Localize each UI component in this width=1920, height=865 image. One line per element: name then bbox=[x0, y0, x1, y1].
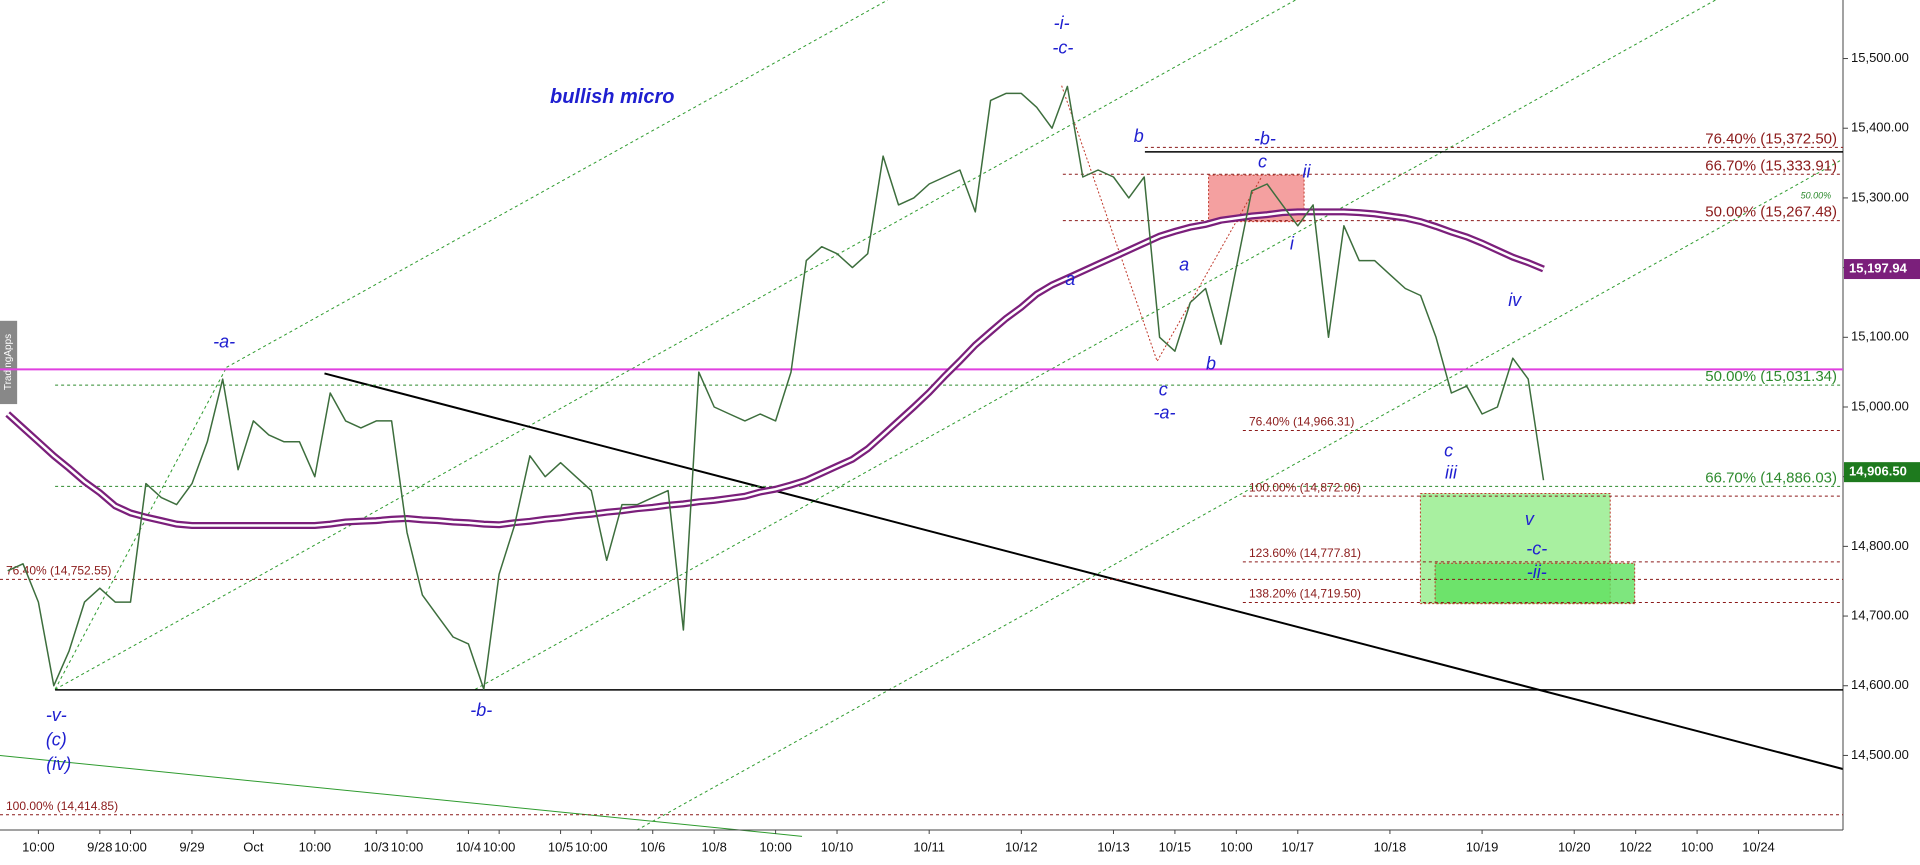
x-tick-label: 10/11 bbox=[913, 839, 945, 854]
x-tick-label: 10/5 bbox=[548, 839, 573, 854]
x-tick-label: 10/13 bbox=[1097, 839, 1130, 854]
y-tick-label: 14,700.00 bbox=[1851, 607, 1909, 622]
x-tick-label: 10/18 bbox=[1374, 839, 1407, 854]
watermark: TradingApps bbox=[3, 334, 14, 390]
wave-label: c bbox=[1159, 379, 1168, 399]
wave-label: -a- bbox=[213, 332, 235, 352]
fib-label: 123.60% (14,777.81) bbox=[1249, 546, 1361, 560]
x-tick-label: 10/22 bbox=[1619, 839, 1652, 854]
wave-label: -b- bbox=[470, 700, 492, 720]
x-tick-label: 10:00 bbox=[114, 839, 147, 854]
fib-label: 66.70% (14,886.03) bbox=[1705, 469, 1837, 486]
trend-line bbox=[324, 373, 1842, 769]
x-tick-label: 10:00 bbox=[391, 839, 424, 854]
y-tick-label: 14,600.00 bbox=[1851, 677, 1909, 692]
price-marker-label: 14,906.50 bbox=[1849, 464, 1907, 479]
x-tick-label: 10/20 bbox=[1558, 839, 1591, 854]
price-line bbox=[7, 85, 1545, 690]
wave-label: -c- bbox=[1526, 539, 1547, 559]
wave-label: c bbox=[1258, 152, 1267, 172]
x-tick-label: 10:00 bbox=[299, 839, 332, 854]
wave-label: iv bbox=[1508, 290, 1522, 310]
x-tick-label: 9/28 bbox=[87, 839, 112, 854]
wave-label: bullish micro bbox=[550, 86, 674, 108]
wave-label: iii bbox=[1445, 463, 1458, 483]
wave-label: -b- bbox=[1254, 128, 1276, 148]
wave-label: -v- bbox=[46, 705, 67, 725]
fib-label: 50.00% (15,267.48) bbox=[1705, 204, 1837, 221]
wave-label: -a- bbox=[1153, 403, 1175, 423]
fib-label: 76.40% (15,372.50) bbox=[1705, 130, 1837, 147]
wave-label: v bbox=[1525, 509, 1535, 529]
trend-line bbox=[0, 756, 802, 837]
fib-label: 76.40% (14,752.55) bbox=[6, 564, 111, 578]
wave-label: b bbox=[1206, 354, 1216, 374]
price-marker bbox=[1844, 462, 1920, 483]
y-tick-label: 15,500.00 bbox=[1851, 50, 1909, 65]
x-tick-label: 10:00 bbox=[22, 839, 55, 854]
x-tick-label: 10/12 bbox=[1005, 839, 1038, 854]
x-tick-label: 10:00 bbox=[483, 839, 516, 854]
wave-label: 50.00% bbox=[1801, 190, 1832, 200]
y-tick-label: 15,300.00 bbox=[1851, 189, 1909, 204]
fib-label: 76.40% (14,966.31) bbox=[1249, 415, 1354, 429]
x-tick-label: Oct bbox=[243, 839, 264, 854]
x-tick-label: 9/29 bbox=[179, 839, 204, 854]
wave-label: b bbox=[1134, 126, 1144, 146]
wave-label: i bbox=[1290, 234, 1295, 254]
x-tick-label: 10/15 bbox=[1159, 839, 1192, 854]
fib-label: 100.00% (14,872.06) bbox=[1249, 480, 1361, 494]
y-tick-label: 15,400.00 bbox=[1851, 120, 1909, 135]
price-marker-label: 15,197.94 bbox=[1849, 260, 1908, 275]
wave-label: a bbox=[1065, 269, 1075, 289]
wave-label: -i- bbox=[1054, 13, 1070, 33]
x-tick-label: 10/4 bbox=[456, 839, 481, 854]
wave-label: -ii- bbox=[1527, 562, 1547, 582]
channel-line bbox=[55, 0, 1295, 689]
fib-label: 138.20% (14,719.50) bbox=[1249, 587, 1361, 601]
channel-line bbox=[475, 0, 1715, 689]
x-tick-label: 10/8 bbox=[702, 839, 727, 854]
y-tick-label: 15,100.00 bbox=[1851, 329, 1909, 344]
wave-line bbox=[1062, 86, 1262, 362]
wave-label: (c) bbox=[46, 730, 67, 750]
x-tick-label: 10:00 bbox=[1681, 839, 1714, 854]
x-tick-label: 10/17 bbox=[1282, 839, 1315, 854]
target-zone-inner bbox=[1435, 563, 1635, 603]
x-tick-label: 10/19 bbox=[1466, 839, 1499, 854]
wave-label: c bbox=[1444, 441, 1453, 461]
x-tick-label: 10/6 bbox=[640, 839, 665, 854]
x-tick-label: 10/24 bbox=[1742, 839, 1775, 854]
wave-label: (iv) bbox=[46, 754, 71, 774]
x-tick-label: 10:00 bbox=[759, 839, 792, 854]
fib-label: 50.00% (15,031.34) bbox=[1705, 368, 1837, 385]
y-tick-label: 15,000.00 bbox=[1851, 398, 1909, 413]
fib-label: 66.70% (15,333.91) bbox=[1705, 157, 1837, 174]
y-tick-label: 14,500.00 bbox=[1851, 747, 1909, 762]
drawings bbox=[0, 0, 1843, 836]
price-marker bbox=[1844, 259, 1920, 280]
wave-label: a bbox=[1179, 254, 1189, 274]
wave-label: ii bbox=[1303, 161, 1312, 181]
watermark-tab bbox=[0, 320, 18, 405]
channel-line bbox=[227, 0, 888, 367]
x-tick-label: 10:00 bbox=[575, 839, 608, 854]
wave-label: -c- bbox=[1052, 38, 1073, 58]
fib-label: 100.00% (14,414.85) bbox=[6, 799, 118, 813]
channel-line bbox=[637, 159, 1843, 830]
x-tick-label: 10/3 bbox=[364, 839, 389, 854]
y-tick-label: 14,800.00 bbox=[1851, 538, 1909, 553]
x-tick-label: 10/10 bbox=[821, 839, 854, 854]
x-tick-label: 10:00 bbox=[1220, 839, 1253, 854]
